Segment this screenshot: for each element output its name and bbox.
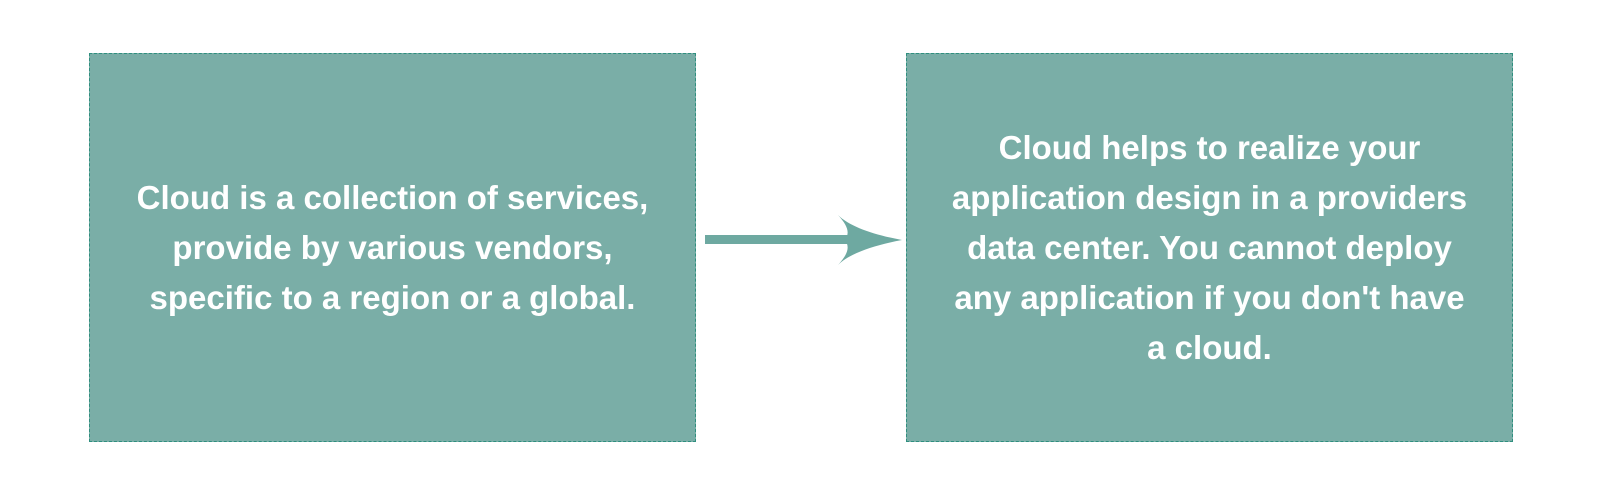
cloud-definition-text: Cloud is a collection of ser­vices, prov… (136, 178, 649, 316)
arrow-shaft (705, 235, 850, 244)
right-arrow-icon (705, 215, 902, 265)
cloud-purpose-text: Cloud helps to realize your application … (951, 128, 1468, 366)
cloud-definition-box: Cloud is a collection of ser­vices, prov… (89, 53, 696, 442)
arrow-head (838, 215, 902, 265)
cloud-purpose-box: Cloud helps to realize your application … (906, 53, 1513, 442)
